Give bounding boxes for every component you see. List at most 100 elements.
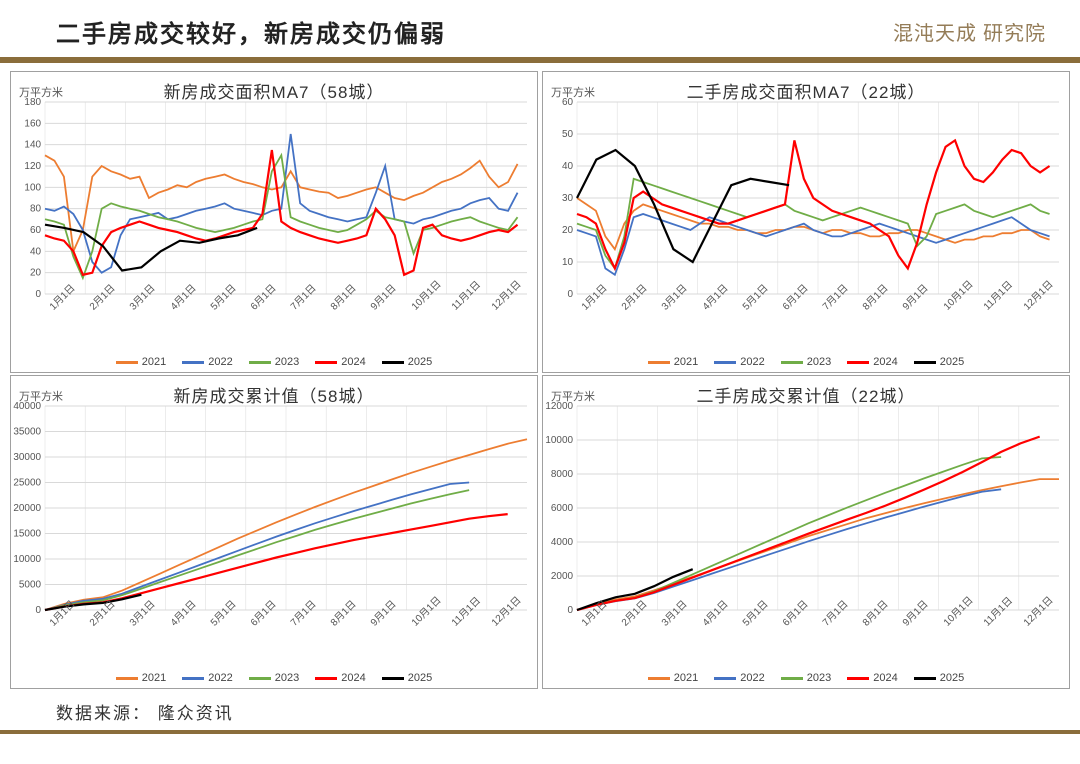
svg-text:10000: 10000 bbox=[545, 435, 573, 446]
legend-label: 2025 bbox=[940, 672, 964, 684]
legend-label: 2021 bbox=[142, 356, 166, 368]
source-label: 数据来源： bbox=[56, 704, 151, 723]
legend-label: 2022 bbox=[740, 356, 764, 368]
legend-label: 2021 bbox=[674, 356, 698, 368]
legend-item-2025: 2025 bbox=[382, 356, 432, 368]
svg-text:60: 60 bbox=[30, 225, 42, 236]
legend-label: 2022 bbox=[208, 356, 232, 368]
source-value: 隆众资讯 bbox=[158, 704, 234, 723]
legend-swatch bbox=[714, 361, 736, 364]
svg-text:140: 140 bbox=[24, 140, 41, 151]
legend-swatch bbox=[249, 677, 271, 680]
legend-swatch bbox=[182, 361, 204, 364]
svg-text:30: 30 bbox=[562, 193, 574, 204]
legend-swatch bbox=[781, 361, 803, 364]
legend-swatch bbox=[914, 361, 936, 364]
legend-swatch bbox=[315, 677, 337, 680]
chart-second-ma7: 二手房成交面积MA7（22城）万平方米01020304050601月1日2月1日… bbox=[542, 71, 1070, 373]
svg-text:60: 60 bbox=[562, 97, 574, 108]
row-top: 新房成交面积MA7（58城）万平方米0204060801001201401601… bbox=[10, 71, 1070, 373]
slide: 二手房成交较好，新房成交仍偏弱 混沌天成 研究院 新房成交面积MA7（58城）万… bbox=[0, 0, 1080, 764]
svg-text:120: 120 bbox=[24, 161, 41, 172]
data-source: 数据来源： 隆众资讯 bbox=[0, 691, 1080, 730]
page-title: 二手房成交较好，新房成交仍偏弱 bbox=[56, 14, 446, 49]
legend-swatch bbox=[116, 361, 138, 364]
chart-title: 二手房成交面积MA7（22城） bbox=[543, 78, 1069, 103]
chart-new-cum: 新房成交累计值（58城）万平方米050001000015000200002500… bbox=[10, 375, 538, 689]
legend-item-2022: 2022 bbox=[182, 356, 232, 368]
svg-text:0: 0 bbox=[567, 605, 573, 616]
svg-text:25000: 25000 bbox=[13, 477, 41, 488]
svg-text:2000: 2000 bbox=[551, 571, 574, 582]
legend-item-2021: 2021 bbox=[116, 356, 166, 368]
legend-swatch bbox=[648, 677, 670, 680]
legend-label: 2022 bbox=[740, 672, 764, 684]
svg-text:40: 40 bbox=[562, 161, 574, 172]
svg-text:180: 180 bbox=[24, 97, 41, 108]
chart-title: 新房成交累计值（58城） bbox=[11, 382, 537, 407]
legend-item-2024: 2024 bbox=[315, 672, 365, 684]
svg-text:0: 0 bbox=[35, 289, 41, 300]
legend-swatch bbox=[249, 361, 271, 364]
legend-item-2024: 2024 bbox=[847, 672, 897, 684]
x-ticks: 1月1日2月1日3月1日4月1日5月1日6月1日7月1日8月1日9月1日10月1… bbox=[577, 298, 1059, 328]
legend-item-2023: 2023 bbox=[249, 356, 299, 368]
svg-text:8000: 8000 bbox=[551, 469, 574, 480]
legend-swatch bbox=[182, 677, 204, 680]
svg-text:50: 50 bbox=[562, 129, 574, 140]
svg-text:100: 100 bbox=[24, 182, 41, 193]
charts-grid: 新房成交面积MA7（58城）万平方米0204060801001201401601… bbox=[0, 63, 1080, 689]
legend-item-2023: 2023 bbox=[249, 672, 299, 684]
legend-item-2022: 2022 bbox=[714, 672, 764, 684]
plot-area: 0500010000150002000025000300003500040000 bbox=[45, 406, 527, 610]
svg-text:0: 0 bbox=[35, 605, 41, 616]
series-2022 bbox=[45, 483, 469, 611]
legend-swatch bbox=[648, 361, 670, 364]
legend-swatch bbox=[315, 361, 337, 364]
legend-swatch bbox=[382, 677, 404, 680]
svg-text:0: 0 bbox=[567, 289, 573, 300]
legend: 2021 2022 2023 2024 2025 bbox=[543, 356, 1069, 368]
svg-text:35000: 35000 bbox=[13, 426, 41, 437]
svg-text:80: 80 bbox=[30, 204, 42, 215]
legend-label: 2025 bbox=[940, 356, 964, 368]
svg-text:6000: 6000 bbox=[551, 503, 574, 514]
plot-area: 0102030405060 bbox=[577, 102, 1059, 294]
legend-label: 2021 bbox=[142, 672, 166, 684]
legend-item-2024: 2024 bbox=[847, 356, 897, 368]
header: 二手房成交较好，新房成交仍偏弱 混沌天成 研究院 bbox=[0, 0, 1080, 57]
legend-swatch bbox=[781, 677, 803, 680]
chart-second-cum: 二手房成交累计值（22城）万平方米02000400060008000100001… bbox=[542, 375, 1070, 689]
x-ticks: 1月1日2月1日3月1日4月1日5月1日6月1日7月1日8月1日9月1日10月1… bbox=[45, 298, 527, 328]
legend-item-2025: 2025 bbox=[914, 672, 964, 684]
row-bottom: 新房成交累计值（58城）万平方米050001000015000200002500… bbox=[10, 375, 1070, 689]
bottom-rule bbox=[0, 730, 1080, 734]
legend: 2021 2022 2023 2024 2025 bbox=[543, 672, 1069, 684]
legend: 2021 2022 2023 2024 2025 bbox=[11, 356, 537, 368]
svg-text:160: 160 bbox=[24, 118, 41, 129]
legend-label: 2023 bbox=[275, 672, 299, 684]
legend-label: 2024 bbox=[341, 672, 365, 684]
legend: 20212022202320242025 bbox=[11, 672, 537, 684]
legend-label: 2023 bbox=[275, 356, 299, 368]
institute-logo: 混沌天成 研究院 bbox=[893, 17, 1046, 46]
legend-label: 2023 bbox=[807, 672, 831, 684]
svg-text:5000: 5000 bbox=[19, 579, 42, 590]
series-2025 bbox=[577, 150, 789, 262]
svg-text:20: 20 bbox=[30, 268, 42, 279]
legend-label: 2025 bbox=[408, 356, 432, 368]
svg-text:40: 40 bbox=[30, 246, 42, 257]
legend-item-2021: 2021 bbox=[648, 672, 698, 684]
svg-text:12000: 12000 bbox=[545, 401, 573, 412]
legend-label: 2023 bbox=[807, 356, 831, 368]
chart-title: 新房成交面积MA7（58城） bbox=[11, 78, 537, 103]
legend-label: 2024 bbox=[341, 356, 365, 368]
legend-swatch bbox=[382, 361, 404, 364]
svg-text:15000: 15000 bbox=[13, 528, 41, 539]
svg-text:10: 10 bbox=[562, 257, 574, 268]
chart-title: 二手房成交累计值（22城） bbox=[543, 382, 1069, 407]
svg-text:40000: 40000 bbox=[13, 401, 41, 412]
x-ticks: 1月1日2月1日3月1日4月1日5月1日6月1日7月1日8月1日9月1日10月1… bbox=[577, 614, 1059, 644]
legend-swatch bbox=[116, 677, 138, 680]
legend-label: 2024 bbox=[873, 356, 897, 368]
